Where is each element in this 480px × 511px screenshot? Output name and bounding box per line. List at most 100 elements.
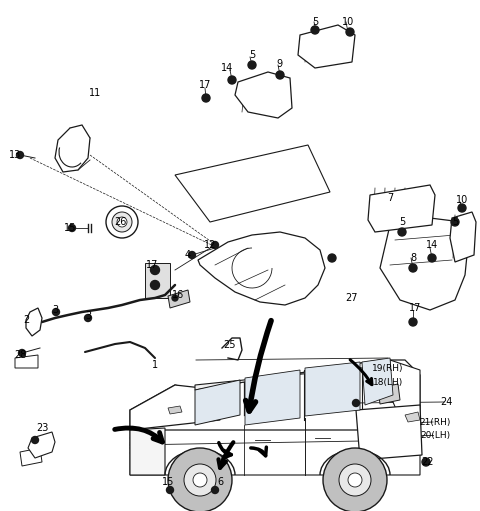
Circle shape: [311, 26, 319, 34]
Text: 10: 10: [342, 17, 354, 27]
Circle shape: [117, 217, 127, 227]
Circle shape: [112, 212, 132, 232]
Polygon shape: [168, 406, 182, 414]
Circle shape: [276, 71, 284, 79]
Text: 7: 7: [387, 193, 393, 203]
Polygon shape: [26, 308, 42, 336]
Text: 23: 23: [36, 423, 48, 433]
Text: 2: 2: [23, 315, 29, 325]
Text: 1: 1: [152, 360, 158, 370]
Circle shape: [409, 264, 417, 272]
Circle shape: [458, 204, 466, 212]
Polygon shape: [130, 420, 420, 475]
Text: 14: 14: [426, 240, 438, 250]
Polygon shape: [55, 125, 90, 172]
Circle shape: [422, 458, 430, 466]
Polygon shape: [298, 25, 355, 68]
Text: 19(RH): 19(RH): [372, 363, 404, 373]
Polygon shape: [175, 145, 330, 222]
Text: 22: 22: [422, 457, 434, 467]
Text: 8: 8: [410, 253, 416, 263]
Circle shape: [212, 486, 218, 494]
Circle shape: [348, 473, 362, 487]
Circle shape: [167, 486, 173, 494]
Circle shape: [451, 218, 459, 226]
Text: 18(LH): 18(LH): [373, 378, 403, 386]
Text: 20(LH): 20(LH): [420, 430, 450, 439]
Circle shape: [32, 436, 38, 444]
Polygon shape: [130, 360, 420, 430]
Polygon shape: [362, 358, 393, 405]
Text: 15: 15: [64, 223, 76, 233]
Text: 17: 17: [199, 80, 211, 90]
Text: 9: 9: [276, 59, 282, 69]
Circle shape: [172, 295, 178, 301]
Circle shape: [339, 464, 371, 496]
Circle shape: [106, 206, 138, 238]
Circle shape: [328, 254, 336, 262]
Polygon shape: [130, 385, 220, 430]
Polygon shape: [145, 263, 170, 298]
Circle shape: [151, 266, 159, 274]
Polygon shape: [390, 360, 420, 430]
Circle shape: [228, 76, 236, 84]
Polygon shape: [378, 384, 400, 404]
Circle shape: [212, 242, 218, 248]
Text: 24: 24: [440, 397, 452, 407]
Circle shape: [189, 251, 195, 259]
Text: 28: 28: [14, 350, 26, 360]
Polygon shape: [195, 360, 390, 390]
Text: 17: 17: [146, 260, 158, 270]
Circle shape: [409, 318, 417, 326]
Polygon shape: [15, 355, 38, 368]
Circle shape: [151, 281, 159, 290]
Circle shape: [16, 151, 24, 158]
Circle shape: [323, 448, 387, 511]
Polygon shape: [28, 432, 55, 458]
Polygon shape: [235, 72, 292, 118]
Text: 3: 3: [52, 305, 58, 315]
Circle shape: [202, 94, 210, 102]
Polygon shape: [405, 412, 420, 422]
Text: 17: 17: [409, 303, 421, 313]
Text: 6: 6: [217, 477, 223, 487]
Text: 25: 25: [224, 340, 236, 350]
Circle shape: [52, 309, 60, 315]
Polygon shape: [245, 370, 300, 425]
Circle shape: [19, 350, 25, 357]
Text: 5: 5: [249, 50, 255, 60]
Circle shape: [248, 61, 256, 69]
Polygon shape: [450, 212, 476, 262]
Polygon shape: [208, 480, 225, 496]
Text: 27: 27: [346, 293, 358, 303]
Circle shape: [168, 448, 232, 511]
Circle shape: [398, 228, 406, 236]
Polygon shape: [168, 290, 190, 308]
Circle shape: [352, 400, 360, 406]
Polygon shape: [195, 380, 240, 425]
Polygon shape: [198, 232, 325, 305]
Circle shape: [193, 473, 207, 487]
Text: 5: 5: [399, 217, 405, 227]
Text: 5: 5: [452, 217, 458, 227]
Polygon shape: [130, 428, 165, 475]
Circle shape: [346, 28, 354, 36]
Polygon shape: [305, 362, 360, 416]
Text: 4: 4: [185, 250, 191, 260]
Circle shape: [428, 254, 436, 262]
Polygon shape: [20, 448, 42, 466]
Polygon shape: [380, 218, 468, 310]
Text: 26: 26: [114, 217, 126, 227]
Circle shape: [69, 224, 75, 231]
Circle shape: [184, 464, 216, 496]
Text: 3: 3: [85, 311, 91, 321]
Polygon shape: [368, 185, 435, 232]
Text: 14: 14: [221, 63, 233, 73]
Text: 15: 15: [162, 477, 174, 487]
Text: 13: 13: [9, 150, 21, 160]
Text: 11: 11: [89, 88, 101, 98]
Text: 10: 10: [456, 195, 468, 205]
Text: 21(RH): 21(RH): [420, 417, 451, 427]
Text: 12: 12: [204, 240, 216, 250]
Text: 5: 5: [312, 17, 318, 27]
